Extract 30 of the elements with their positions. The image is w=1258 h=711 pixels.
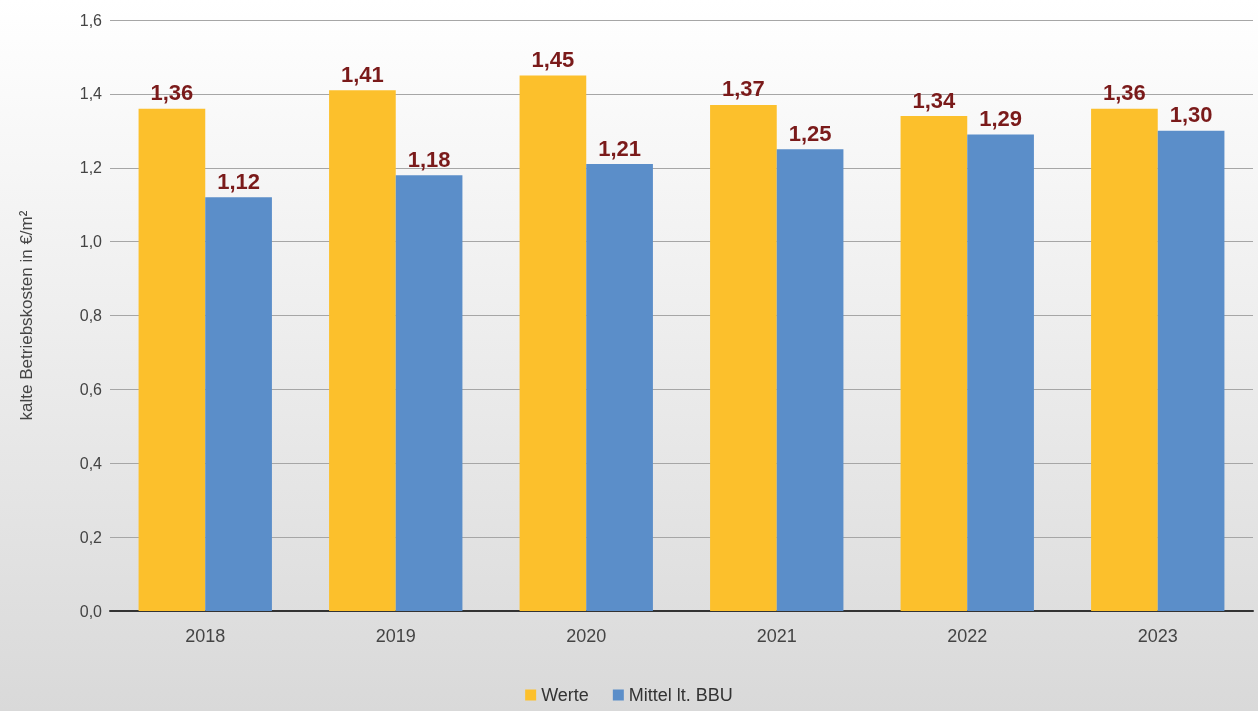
data-label: 1,12 xyxy=(217,168,260,194)
data-label: 1,36 xyxy=(150,80,194,106)
data-label: 1,18 xyxy=(407,146,451,172)
y-tick-label: 0,4 xyxy=(79,454,103,472)
x-tick-label: 2020 xyxy=(566,626,607,646)
y-tick-label: 0,6 xyxy=(79,380,103,398)
data-label: 1,36 xyxy=(1103,80,1146,106)
data-label: 1,30 xyxy=(1169,102,1213,128)
x-tick-label: 2023 xyxy=(1137,626,1178,646)
y-tick-label: 1,0 xyxy=(79,233,103,251)
data-label: 1,29 xyxy=(979,106,1022,132)
y-tick-label: 1,6 xyxy=(79,11,103,29)
x-tick-label: 2019 xyxy=(375,626,416,646)
y-tick-label: 1,4 xyxy=(79,85,103,103)
y-tick-label: 0,2 xyxy=(79,528,103,546)
data-label: 1,41 xyxy=(341,61,384,87)
y-tick-label: 0,8 xyxy=(79,307,103,324)
x-tick-label: 2021 xyxy=(756,626,797,646)
data-label: 1,34 xyxy=(912,87,957,113)
x-tick-label: 2018 xyxy=(185,626,226,646)
x-tick-label: 2022 xyxy=(947,626,988,646)
y-tick-label: 1,2 xyxy=(79,159,103,177)
legend-label: Mittel lt. BBU xyxy=(628,685,733,705)
legend-label: Werte xyxy=(541,685,589,705)
y-tick-label: 0,0 xyxy=(79,602,103,620)
data-label: 1,37 xyxy=(722,76,765,102)
data-label: 1,45 xyxy=(531,46,575,72)
data-label: 1,25 xyxy=(788,120,832,146)
y-axis-title: kalte Betriebskosten in €/m² xyxy=(17,210,36,421)
data-label: 1,21 xyxy=(598,135,641,161)
